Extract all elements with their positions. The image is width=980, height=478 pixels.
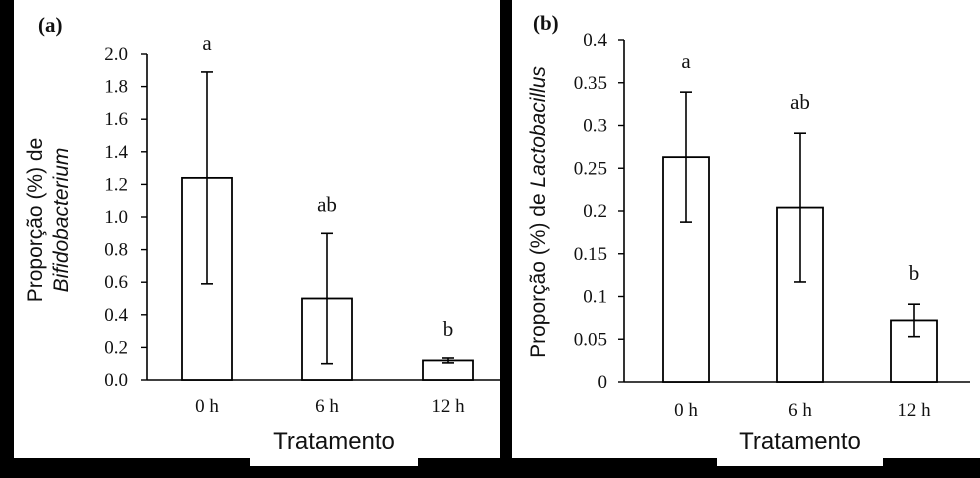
panel-a-y-tick-label: 2.0 bbox=[104, 44, 128, 65]
panel-b-category-label: 6 h bbox=[788, 400, 812, 421]
panel-a-y-tick-label: 1.4 bbox=[104, 142, 128, 163]
panel-a-category-label: 12 h bbox=[431, 396, 465, 417]
panel-b-significance-label: ab bbox=[790, 90, 810, 114]
panel-a-significance-label: ab bbox=[317, 192, 337, 216]
panel-b-y-tick-label: 0.1 bbox=[583, 287, 607, 308]
panel-b-ylabel: Proporção (%) de Lactobacillus bbox=[527, 66, 550, 358]
panel-a-y-tick-label: 1.6 bbox=[104, 109, 128, 130]
panel-a-xlabel: Tratamento bbox=[273, 428, 395, 455]
panel-a-category-label: 0 h bbox=[195, 396, 219, 417]
panel-b-significance-label: b bbox=[909, 261, 920, 285]
panel-a-significance-label: b bbox=[443, 317, 454, 341]
panel-a-y-tick-label: 0.2 bbox=[104, 337, 128, 358]
panel-a-y-tick-label: 1.0 bbox=[104, 207, 128, 228]
panel-b-xlabel: Tratamento bbox=[739, 428, 861, 455]
panel-b-y-tick-label: 0 bbox=[598, 372, 608, 393]
panel-b-ylabel-italic: Lactobacillus bbox=[527, 66, 550, 188]
panel-b-y-tick-label: 0.35 bbox=[574, 73, 607, 94]
panel-a-background bbox=[14, 0, 500, 458]
panel-b-y-tick-label: 0.2 bbox=[583, 201, 607, 222]
panel-a-bars: a 0 h ab 6 h b 12 h bbox=[181, 31, 474, 417]
panel-a-label: (a) bbox=[38, 13, 63, 37]
panel-a-y-ticks: 0.0 0.2 0.4 0.6 0.8 1.0 1.2 1.4 1.6 1.8 2.0 bbox=[104, 44, 147, 391]
panel-a-y-tick-label: 1.2 bbox=[104, 174, 128, 195]
panel-b-y-tick-label: 0.25 bbox=[574, 158, 607, 179]
panel-b-y-tick-label: 0.15 bbox=[574, 244, 607, 265]
panel-b-y-tick-label: 0.05 bbox=[574, 329, 607, 350]
panel-b-ylabel-prefix: Proporção (%) de bbox=[527, 187, 550, 357]
panel-a-y-tick-label: 0.8 bbox=[104, 240, 128, 261]
panel-a-y-tick-label: 0.6 bbox=[104, 272, 128, 293]
panel-b-significance-label: a bbox=[681, 49, 691, 73]
panel-a-xlabel-box: Tratamento bbox=[250, 420, 418, 466]
panel-a-ylabel-line2: Bifidobacterium bbox=[50, 148, 73, 293]
panel-a-left-strip bbox=[0, 0, 14, 100]
panel-b-xlabel-box: Tratamento bbox=[717, 420, 883, 466]
panel-a: (a) 0.0 0.2 0.4 0.6 0.8 1.0 1.2 1.4 1.6 1.8 2.0 a 0… bbox=[24, 13, 506, 417]
panel-b-y-ticks: 0 0.05 0.1 0.15 0.2 0.25 0.3 0.35 0.4 bbox=[574, 30, 624, 393]
panel-b-y-tick-label: 0.3 bbox=[583, 116, 607, 137]
panel-b: (b) 0 0.05 0.1 0.15 0.2 0.25 0.3 0.35 0.4 a 0 h ab… bbox=[527, 11, 970, 421]
panel-b-bars: a 0 h ab 6 h b 12 h bbox=[662, 49, 938, 421]
panel-a-y-tick-label: 1.8 bbox=[104, 77, 128, 98]
panel-a-category-label: 6 h bbox=[315, 396, 339, 417]
panel-a-y-tick-label: 0.0 bbox=[104, 370, 128, 391]
panel-a-y-tick-label: 0.4 bbox=[104, 305, 128, 326]
panel-b-category-label: 12 h bbox=[897, 400, 931, 421]
panel-b-category-label: 0 h bbox=[674, 400, 698, 421]
panel-a-ylabel-line1: Proporção (%) de bbox=[24, 138, 47, 303]
panel-b-label: (b) bbox=[533, 11, 559, 35]
panel-a-significance-label: a bbox=[202, 31, 212, 55]
panel-b-y-tick-label: 0.4 bbox=[583, 30, 607, 51]
